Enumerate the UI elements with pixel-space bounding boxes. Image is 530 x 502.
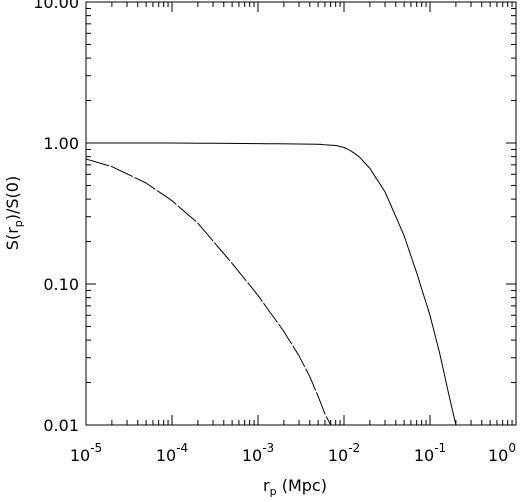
series-line-solid — [86, 142, 457, 426]
y-tick-label: 10.00 — [33, 0, 79, 12]
x-tick-label: 10-4 — [156, 441, 188, 465]
y-tick-label: 0.01 — [43, 416, 79, 435]
x-tick-label: 100 — [488, 441, 516, 465]
x-tick-label-base: 10 — [156, 446, 176, 465]
y-axis-title-subscript: p — [12, 220, 25, 227]
series-layer — [85, 142, 457, 426]
x-tick-label-base: 10 — [414, 446, 434, 465]
x-tick-label-exponent: -3 — [262, 441, 274, 455]
x-tick-label-exponent: -5 — [90, 441, 102, 455]
x-tick-label-exponent: -1 — [434, 441, 446, 455]
x-tick-label-base: 10 — [488, 446, 508, 465]
x-axis-title-subscript: p — [270, 485, 277, 498]
x-tick-label-base: 10 — [70, 446, 90, 465]
y-tick-label: 1.00 — [43, 134, 79, 153]
x-axis-title: rp (Mpc) — [263, 476, 327, 498]
x-tick-label-exponent: -4 — [176, 441, 188, 455]
x-tick-label-base: 10 — [328, 446, 348, 465]
series-line-dashed — [85, 158, 332, 426]
x-tick-label-exponent: 0 — [508, 441, 516, 455]
x-tick-label: 10-3 — [242, 441, 274, 465]
x-axis-title-main: r — [263, 476, 270, 495]
y-axis-title: S(rp)/S(0) — [3, 176, 25, 250]
x-axis-title-tail: (Mpc) — [277, 476, 327, 495]
y-axis-title-tail: )/S(0) — [3, 176, 22, 220]
x-tick-label-exponent: -2 — [348, 441, 360, 455]
y-tick-label: 0.10 — [43, 275, 79, 294]
x-tick-label-base: 10 — [242, 446, 262, 465]
axis-ticks — [85, 2, 516, 426]
x-tick-label: 10-2 — [328, 441, 360, 465]
y-axis-title-lead: S(r — [3, 227, 22, 250]
plot-area — [85, 1, 517, 426]
x-tick-label: 10-1 — [414, 441, 446, 465]
x-tick-label: 10-5 — [70, 441, 102, 465]
